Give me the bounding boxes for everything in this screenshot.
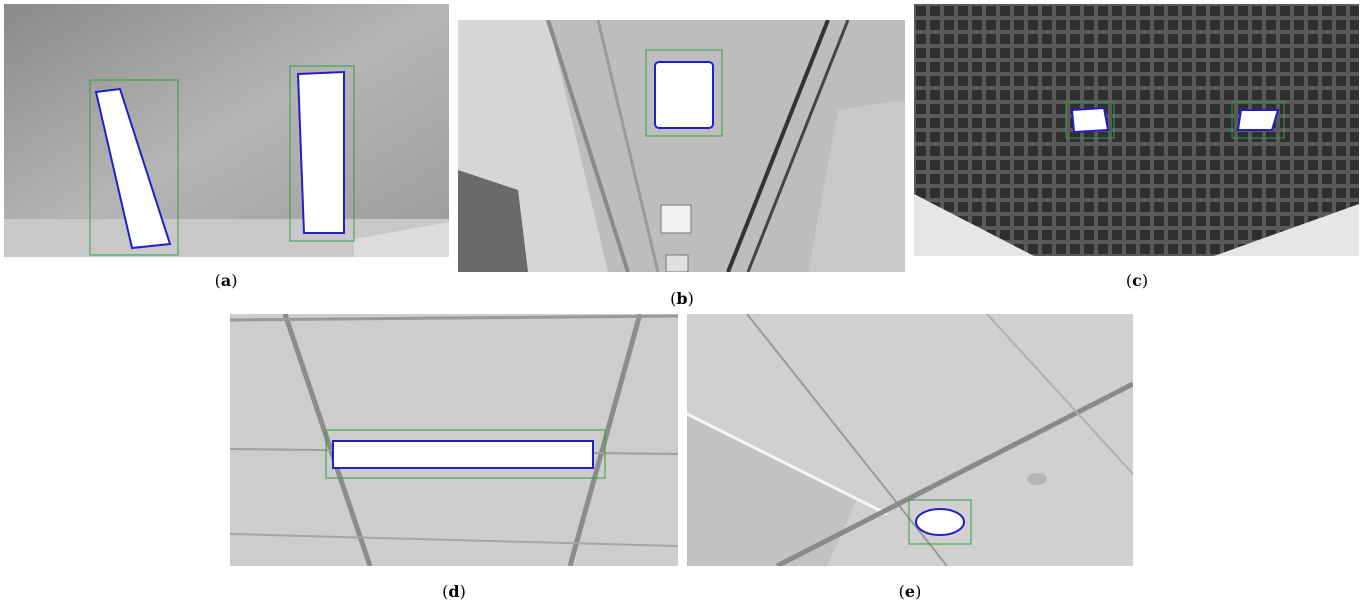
detection-box: [325, 429, 606, 479]
detection-box: [1231, 101, 1285, 139]
photo-panel-d: [230, 314, 678, 566]
lamp-outline: [654, 61, 714, 129]
panel-a-image: [4, 4, 449, 257]
lamp-outline: [1070, 106, 1110, 134]
panel-b-image: [458, 20, 905, 272]
photo-panel-b: [458, 20, 905, 272]
panel-e-image: [687, 314, 1133, 566]
panel-caption-b: (b): [670, 289, 694, 308]
detection-box: [908, 499, 972, 545]
panel-caption-a: (a): [214, 271, 238, 290]
detection-box: [89, 79, 179, 256]
photo-panel-c: [914, 4, 1359, 256]
lamp-outline: [296, 70, 345, 234]
lamp-outline: [1236, 109, 1280, 131]
detection-box: [1065, 101, 1115, 139]
detection-box: [289, 65, 355, 242]
photo-panel-a: [4, 4, 449, 257]
panel-caption-e: (e): [898, 582, 922, 601]
panel-d-image: [230, 314, 678, 566]
panel-c-image: [914, 4, 1359, 256]
panel-caption-d: (d): [442, 582, 466, 601]
lamp-outline: [915, 508, 965, 536]
panel-caption-c: (c): [1125, 271, 1149, 290]
lamp-outline: [94, 87, 172, 250]
detection-box: [645, 49, 723, 137]
photo-panel-e: [687, 314, 1133, 566]
lamp-outline: [332, 440, 594, 469]
